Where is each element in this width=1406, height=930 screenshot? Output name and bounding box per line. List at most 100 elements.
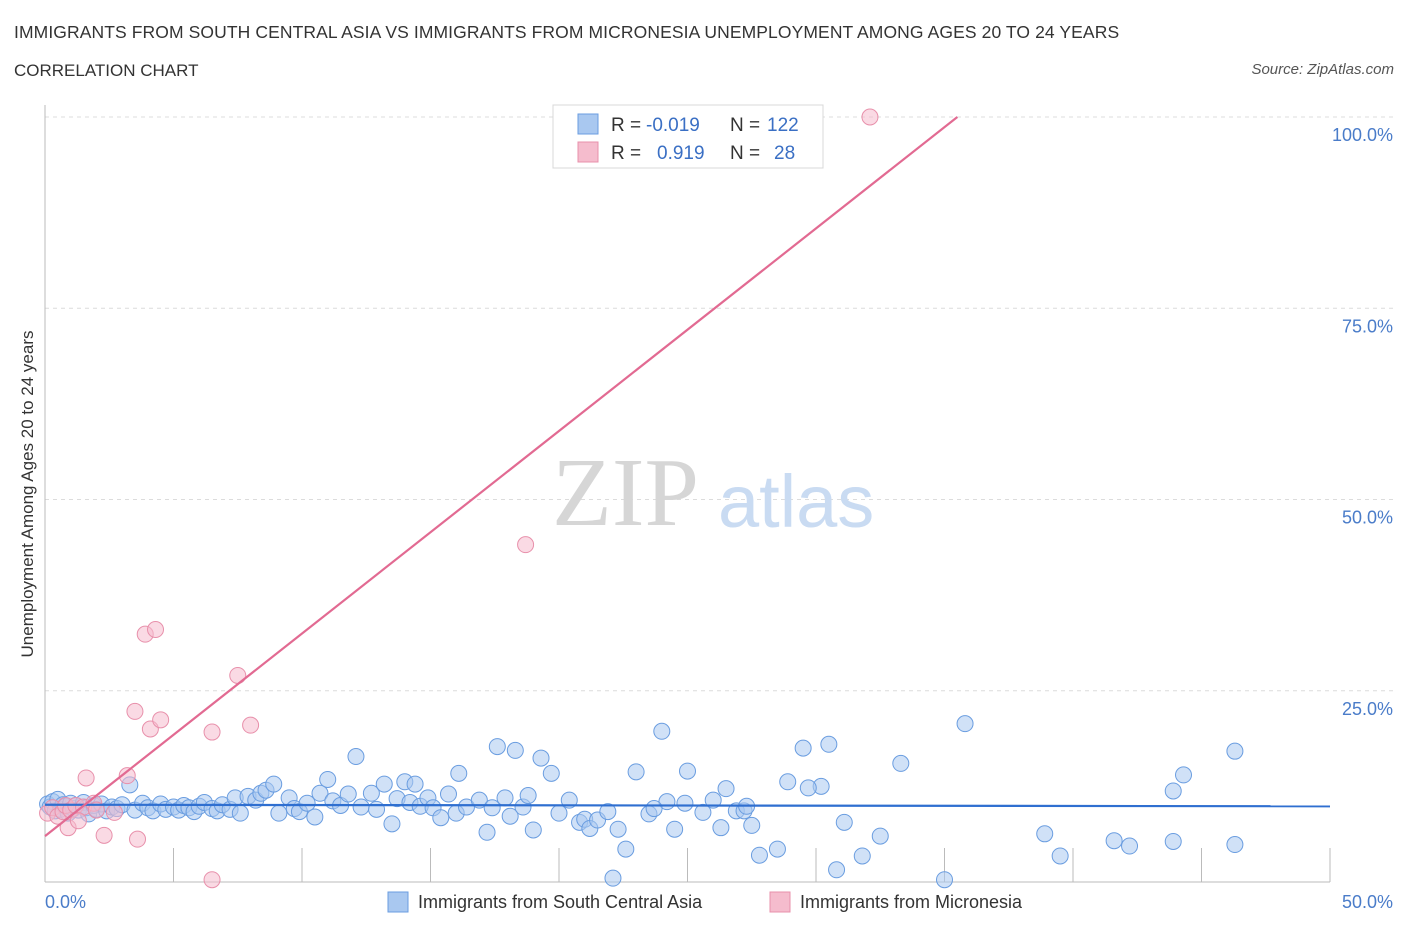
point-south-central-asia-48: [270, 804, 288, 822]
legend-swatch-pink: [577, 141, 599, 163]
point-south-central-asia-87: [532, 749, 550, 767]
point-micronesia-21: [203, 871, 221, 889]
watermark-atlas: atlas: [718, 460, 874, 543]
legend-r-label-pink: R =: [611, 143, 641, 164]
trend-lines: [44, 116, 1331, 837]
series-south-central-asia: [39, 715, 1244, 889]
point-south-central-asia-111: [750, 846, 768, 864]
point-south-central-asia-90: [560, 791, 578, 809]
y-axis-title: Unemployment Among Ages 20 to 24 years: [18, 331, 37, 658]
point-south-central-asia-42: [231, 804, 249, 822]
point-micronesia-24: [242, 716, 260, 734]
point-south-central-asia-77: [470, 791, 488, 809]
point-micronesia-14: [118, 767, 136, 785]
trendline-micronesia: [44, 116, 959, 837]
trendline-south-central-asia: [44, 803, 1331, 808]
point-south-central-asia-99: [627, 763, 645, 781]
point-south-central-asia-105: [694, 803, 712, 821]
x-tick-label-max: 50.0%: [1342, 892, 1393, 912]
point-south-central-asia-103: [666, 820, 684, 838]
point-south-central-asia-112: [768, 840, 786, 858]
chart-title: IMMIGRANTS FROM SOUTH CENTRAL ASIA VS IM…: [14, 22, 1120, 42]
point-south-central-asia-124: [1105, 832, 1123, 850]
point-micronesia-22: [203, 723, 221, 741]
point-south-central-asia-64: [383, 815, 401, 833]
legend-r-value-pink: 0.919: [657, 143, 705, 164]
point-micronesia-25: [517, 536, 535, 554]
chart-subtitle: CORRELATION CHART: [14, 61, 199, 80]
point-south-central-asia-58: [339, 785, 357, 803]
point-south-central-asia-129: [1226, 836, 1244, 854]
point-south-central-asia-59: [347, 748, 365, 766]
point-micronesia-12: [95, 826, 113, 844]
point-south-central-asia-136: [676, 794, 694, 812]
point-south-central-asia-135: [645, 800, 663, 818]
point-south-central-asia-97: [609, 820, 627, 838]
point-south-central-asia-79: [483, 799, 501, 817]
watermark-zip: ZIP: [552, 439, 699, 547]
series-micronesia: [39, 108, 879, 889]
point-south-central-asia-122: [1036, 825, 1054, 843]
point-south-central-asia-132: [799, 779, 817, 797]
legend-n-value-blue: 122: [767, 115, 799, 136]
legend-n-value-pink: 28: [774, 143, 795, 164]
y-tick-label-25: 25.0%: [1342, 699, 1393, 719]
point-south-central-asia-101: [653, 722, 671, 740]
point-south-central-asia-110: [743, 816, 761, 834]
bottom-legend-label-blue: Immigrants from South Central Asia: [418, 892, 703, 912]
point-south-central-asia-62: [368, 800, 386, 818]
point-south-central-asia-52: [298, 794, 316, 812]
legend-r-value-blue: -0.019: [646, 115, 700, 136]
legend-r-label-blue: R =: [611, 115, 641, 136]
point-micronesia-9: [77, 769, 95, 787]
point-micronesia-26: [861, 108, 879, 126]
point-micronesia-27: [69, 812, 87, 830]
point-south-central-asia-53: [306, 808, 324, 826]
axes: [44, 105, 1331, 883]
point-south-central-asia-113: [779, 773, 797, 791]
point-south-central-asia-128: [1175, 766, 1193, 784]
point-south-central-asia-127: [1164, 782, 1182, 800]
bottom-legend-label-pink: Immigrants from Micronesia: [800, 892, 1023, 912]
point-south-central-asia-89: [550, 804, 568, 822]
point-micronesia-20: [152, 711, 170, 729]
x-tick-label-min: 0.0%: [45, 892, 86, 912]
correlation-legend: R = -0.019 N = 122 R = 0.919 N = 28: [552, 104, 824, 169]
point-south-central-asia-88: [542, 764, 560, 782]
source-note: Source: ZipAtlas.com: [1251, 61, 1394, 78]
point-south-central-asia-119: [892, 754, 910, 772]
point-south-central-asia-47: [265, 775, 283, 793]
point-south-central-asia-107: [717, 780, 735, 798]
point-south-central-asia-73: [439, 785, 457, 803]
point-south-central-asia-134: [853, 847, 871, 865]
point-south-central-asia-125: [1121, 837, 1139, 855]
point-south-central-asia-83: [506, 741, 524, 759]
point-south-central-asia-82: [501, 807, 519, 825]
legend-n-label-pink: N =: [730, 143, 760, 164]
point-south-central-asia-121: [956, 715, 974, 733]
point-south-central-asia-98: [617, 840, 635, 858]
bottom-legend-swatch-pink: [769, 891, 791, 913]
point-micronesia-15: [126, 702, 144, 720]
point-micronesia-13: [105, 803, 123, 821]
point-south-central-asia-75: [450, 764, 468, 782]
point-south-central-asia-55: [319, 770, 337, 788]
point-micronesia-19: [147, 621, 165, 639]
y-tick-label-50: 50.0%: [1342, 508, 1393, 528]
point-south-central-asia-72: [432, 809, 450, 827]
grid-lines: [45, 116, 1393, 692]
y-tick-label-75: 75.0%: [1342, 316, 1393, 336]
series-legend: Immigrants from South Central Asia Immig…: [387, 891, 1023, 913]
point-south-central-asia-117: [828, 861, 846, 879]
point-south-central-asia-80: [488, 738, 506, 756]
point-south-central-asia-60: [352, 798, 370, 816]
point-south-central-asia-106: [704, 791, 722, 809]
point-micronesia-16: [129, 830, 147, 848]
point-south-central-asia-116: [820, 735, 838, 753]
y-tick-labels: 25.0% 50.0% 75.0% 100.0%: [1332, 125, 1393, 719]
point-south-central-asia-130: [1226, 742, 1244, 760]
point-south-central-asia-78: [478, 823, 496, 841]
point-south-central-asia-63: [375, 775, 393, 793]
point-south-central-asia-85: [519, 787, 537, 805]
